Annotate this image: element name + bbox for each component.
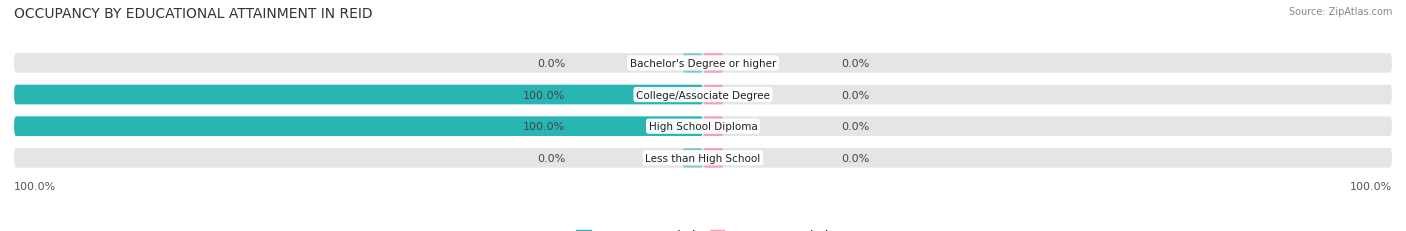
Text: 0.0%: 0.0% [841,90,869,100]
Text: 100.0%: 100.0% [14,181,56,191]
Text: 0.0%: 0.0% [841,122,869,132]
Legend: Owner-occupied, Renter-occupied: Owner-occupied, Renter-occupied [572,224,834,231]
FancyBboxPatch shape [14,85,703,105]
FancyBboxPatch shape [703,54,724,73]
FancyBboxPatch shape [682,148,703,168]
FancyBboxPatch shape [703,117,724,136]
Text: 100.0%: 100.0% [1350,181,1392,191]
Text: OCCUPANCY BY EDUCATIONAL ATTAINMENT IN REID: OCCUPANCY BY EDUCATIONAL ATTAINMENT IN R… [14,7,373,21]
Text: 0.0%: 0.0% [537,153,565,163]
Text: Source: ZipAtlas.com: Source: ZipAtlas.com [1288,7,1392,17]
FancyBboxPatch shape [14,85,1392,105]
Text: High School Diploma: High School Diploma [648,122,758,132]
FancyBboxPatch shape [14,117,703,136]
FancyBboxPatch shape [682,54,703,73]
Text: 100.0%: 100.0% [523,122,565,132]
Text: 100.0%: 100.0% [523,90,565,100]
FancyBboxPatch shape [14,54,1392,73]
FancyBboxPatch shape [703,85,724,105]
FancyBboxPatch shape [14,117,1392,136]
Text: 0.0%: 0.0% [841,153,869,163]
Text: 0.0%: 0.0% [537,59,565,69]
FancyBboxPatch shape [14,148,1392,168]
Text: Bachelor's Degree or higher: Bachelor's Degree or higher [630,59,776,69]
Text: Less than High School: Less than High School [645,153,761,163]
FancyBboxPatch shape [703,148,724,168]
Text: College/Associate Degree: College/Associate Degree [636,90,770,100]
Text: 0.0%: 0.0% [841,59,869,69]
